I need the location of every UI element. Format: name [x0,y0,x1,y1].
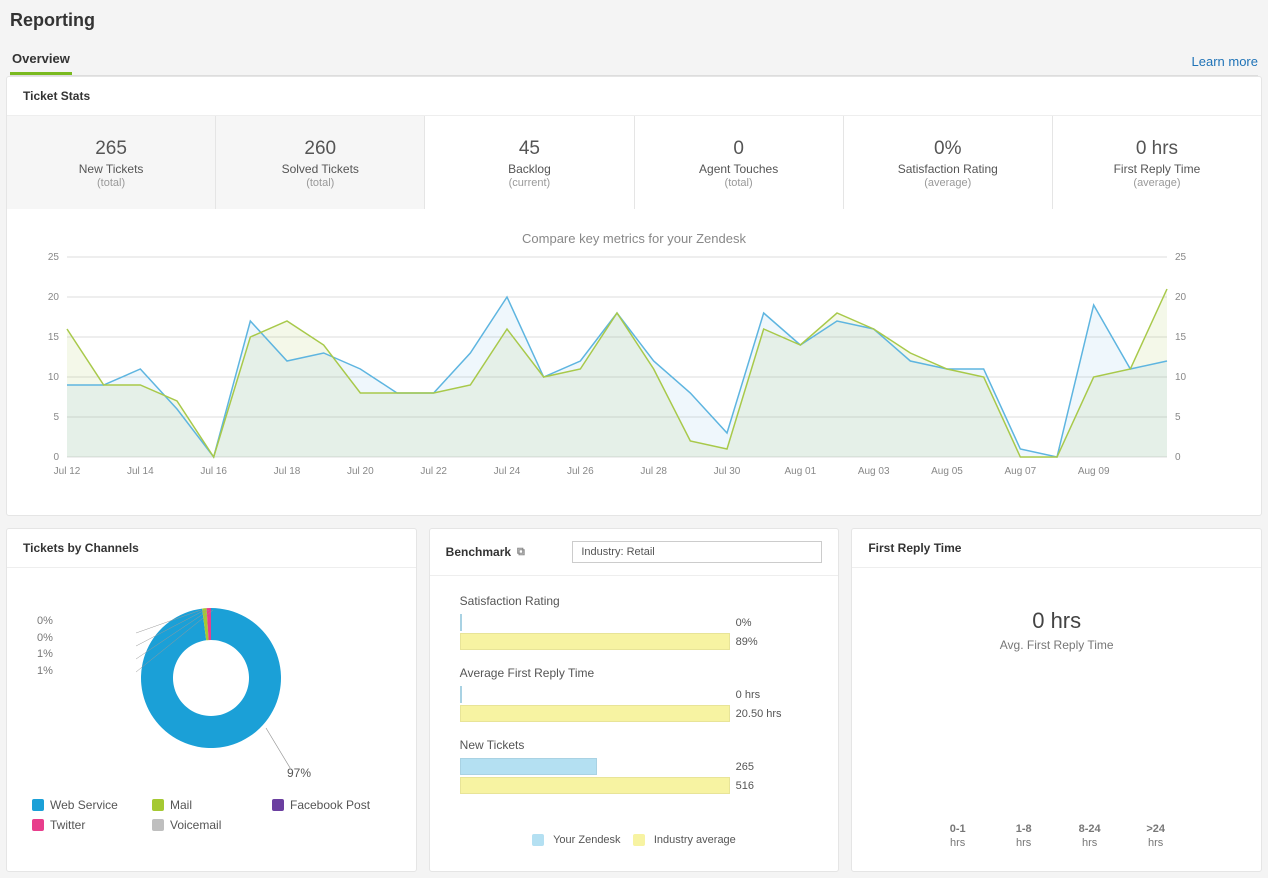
svg-text:Aug 03: Aug 03 [858,466,890,477]
stat-sub: (total) [15,177,207,189]
legend-item[interactable]: Web Service [32,798,140,812]
svg-text:Jul 26: Jul 26 [567,466,594,477]
svg-text:25: 25 [1175,252,1187,263]
benchmark-card: Benchmark ⧉ Industry: Retail Satisfactio… [429,528,840,872]
stat-value: 0 [643,138,835,160]
ticket-stats-title: Ticket Stats [7,77,1261,116]
svg-text:10: 10 [1175,372,1187,383]
stat-sub: (average) [852,177,1044,189]
stat-label: Solved Tickets [224,162,416,176]
donut-chart [111,588,311,768]
first-reply-label: Avg. First Reply Time [868,638,1245,652]
frt-bucket: 8-24hrs [1066,822,1114,851]
svg-text:Aug 05: Aug 05 [931,466,963,477]
frt-bucket: 1-8hrs [1000,822,1048,851]
svg-text:Jul 28: Jul 28 [640,466,667,477]
svg-text:Jul 30: Jul 30 [714,466,741,477]
external-link-icon[interactable]: ⧉ [517,546,525,559]
legend-item[interactable]: Facebook Post [272,798,380,812]
channels-card: Tickets by Channels 0%0%1%1% 97% Web Ser… [6,528,417,872]
svg-text:0: 0 [1175,452,1181,463]
svg-text:0: 0 [53,452,59,463]
svg-text:Jul 20: Jul 20 [347,466,374,477]
legend-item[interactable]: Mail [152,798,260,812]
svg-text:Jul 22: Jul 22 [420,466,447,477]
svg-text:Jul 12: Jul 12 [54,466,81,477]
first-reply-card: First Reply Time 0 hrs Avg. First Reply … [851,528,1262,872]
stat-label: First Reply Time [1061,162,1253,176]
stat-cell-5[interactable]: 0 hrs First Reply Time (average) [1053,116,1261,209]
channels-title: Tickets by Channels [7,529,416,568]
svg-text:15: 15 [48,332,60,343]
first-reply-title: First Reply Time [852,529,1261,568]
svg-text:Aug 09: Aug 09 [1078,466,1110,477]
stat-cell-4[interactable]: 0% Satisfaction Rating (average) [844,116,1053,209]
stat-label: New Tickets [15,162,207,176]
svg-text:Aug 01: Aug 01 [784,466,816,477]
stat-label: Satisfaction Rating [852,162,1044,176]
benchmark-metric: New Tickets 265 516 [460,738,809,794]
industry-select[interactable]: Industry: Retail [572,541,822,563]
svg-text:Jul 18: Jul 18 [274,466,301,477]
stat-label: Agent Touches [643,162,835,176]
stat-cell-1[interactable]: 260 Solved Tickets (total) [216,116,425,209]
stat-cell-0[interactable]: 265 New Tickets (total) [7,116,216,209]
benchmark-title-text: Benchmark [446,545,511,559]
stat-value: 265 [15,138,207,160]
stat-sub: (total) [643,177,835,189]
channels-legend: Web Service Mail Facebook Post Twitter Voice… [7,788,416,850]
stat-sub: (average) [1061,177,1253,189]
stat-value: 260 [224,138,416,160]
main-chart-area: 0 0 5 5 10 10 15 15 20 20 25 25 Jul 12 Jul 14 Jul 16 Ju… [7,252,1261,515]
svg-text:25: 25 [48,252,60,263]
stat-value: 0% [852,138,1044,160]
svg-text:5: 5 [1175,412,1181,423]
stat-sub: (current) [433,177,625,189]
svg-text:10: 10 [48,372,60,383]
frt-bucket: >24hrs [1132,822,1180,851]
benchmark-legend: Your Zendesk Industry average [430,820,839,862]
benchmark-legend-industry: Industry average [654,834,736,846]
svg-text:Aug 07: Aug 07 [1004,466,1036,477]
donut-big-callout: 97% [287,766,311,780]
svg-text:5: 5 [53,412,59,423]
tab-overview[interactable]: Overview [10,45,72,75]
ticket-stats-card: Ticket Stats 265 New Tickets (total)260 … [6,76,1262,516]
stat-label: Backlog [433,162,625,176]
main-chart-title: Compare key metrics for your Zendesk [7,209,1261,252]
stat-cell-3[interactable]: 0 Agent Touches (total) [635,116,844,209]
svg-text:Jul 16: Jul 16 [200,466,227,477]
stat-value: 0 hrs [1061,138,1253,160]
svg-text:20: 20 [1175,292,1187,303]
frt-bucket: 0-1hrs [934,822,982,851]
benchmark-metric: Average First Reply Time 0 hrs 20.50 hrs [460,666,809,722]
stat-cell-2[interactable]: 45 Backlog (current) [425,116,634,209]
donut-small-callouts: 0%0%1%1% [37,613,53,679]
benchmark-metric: Satisfaction Rating 0% 89% [460,594,809,650]
legend-item[interactable]: Voicemail [152,818,260,832]
first-reply-value: 0 hrs [868,608,1245,634]
stat-value: 45 [433,138,625,160]
svg-text:Jul 14: Jul 14 [127,466,154,477]
learn-more-link[interactable]: Learn more [1192,54,1258,75]
svg-text:Jul 24: Jul 24 [494,466,521,477]
benchmark-title: Benchmark ⧉ [446,545,525,559]
svg-text:15: 15 [1175,332,1187,343]
benchmark-legend-you: Your Zendesk [553,834,620,846]
page-title: Reporting [10,10,1258,31]
legend-item[interactable]: Twitter [32,818,140,832]
svg-text:20: 20 [48,292,60,303]
stat-sub: (total) [224,177,416,189]
